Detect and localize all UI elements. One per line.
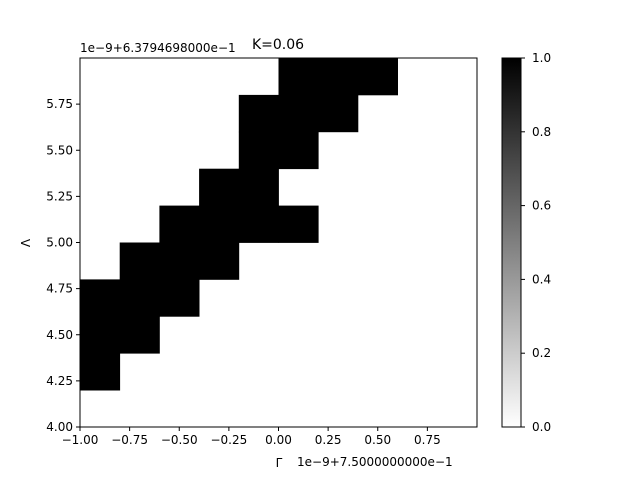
heatmap-cell [238, 94, 279, 133]
y-axis-offset-label: 1e−9+6.3794698000e−1 [80, 41, 236, 55]
x-tick-label: 0.25 [315, 433, 342, 447]
y-axis-ticks: 4.00 4.25 4.50 4.75 5.00 5.25 5.50 5.75 [46, 97, 80, 434]
heatmap-cell [278, 131, 319, 170]
colorbar-tick-label: 1.0 [532, 51, 551, 65]
colorbar-tick-label: 0.6 [532, 199, 551, 213]
heatmap-cell [199, 242, 240, 280]
x-tick-label: −0.75 [111, 433, 148, 447]
heatmap-cell [199, 168, 240, 206]
heatmap-cell [278, 58, 319, 96]
heatmap-cell [278, 205, 319, 243]
x-tick-label: −0.50 [161, 433, 198, 447]
colorbar-tick-label: 0.0 [532, 420, 551, 434]
x-axis-offset-label: 1e−9+7.5000000000e−1 [297, 455, 453, 469]
heatmap-cell [238, 205, 279, 243]
heatmap-cell [119, 242, 160, 280]
x-tick-label: −0.25 [210, 433, 247, 447]
colorbar-tick-label: 0.4 [532, 272, 551, 286]
x-tick-label: −1.00 [62, 433, 99, 447]
heatmap-cell [318, 94, 359, 133]
y-tick-label: 5.75 [46, 97, 73, 111]
x-tick-label: 0.00 [265, 433, 292, 447]
heatmap-cell [238, 168, 279, 206]
colorbar-tick-label: 0.8 [532, 125, 551, 139]
heatmap-cell [159, 205, 200, 243]
heatmap-cell [119, 316, 160, 354]
heatmap-cell [278, 94, 319, 133]
colorbar-ticks: 0.0 0.2 0.4 0.6 0.8 1.0 [521, 51, 551, 434]
colorbar-tick-label: 0.2 [532, 346, 551, 360]
heatmap-cell [199, 205, 240, 243]
x-tick-label: 0.50 [364, 433, 391, 447]
heatmap-cell [238, 131, 279, 170]
colorbar [501, 57, 522, 428]
y-tick-label: 5.00 [46, 236, 73, 250]
heatmap-cell [159, 279, 200, 317]
y-tick-label: 4.25 [46, 374, 73, 388]
y-tick-label: 5.50 [46, 143, 73, 157]
chart-title: K=0.06 [252, 37, 304, 53]
heatmap-cell [159, 242, 200, 280]
heatmap-cell [80, 316, 121, 354]
y-tick-label: 4.75 [46, 282, 73, 296]
y-tick-label: 4.50 [46, 328, 73, 342]
heatmap-cell [80, 353, 121, 391]
heatmap-cell [80, 279, 121, 317]
y-tick-label: 5.25 [46, 189, 73, 203]
heatmap-cell [119, 279, 160, 317]
heatmap-cell [318, 58, 359, 96]
y-tick-label: 4.00 [46, 420, 73, 434]
heatmap-cell [357, 58, 398, 96]
x-axis-ticks: −1.00 −0.75 −0.50 −0.25 0.00 0.25 0.50 0.75 [62, 427, 441, 447]
x-axis-label: Γ [276, 456, 283, 470]
heatmap-cells [80, 58, 398, 391]
y-axis-label: Λ [19, 238, 33, 247]
x-tick-label: 0.75 [414, 433, 441, 447]
